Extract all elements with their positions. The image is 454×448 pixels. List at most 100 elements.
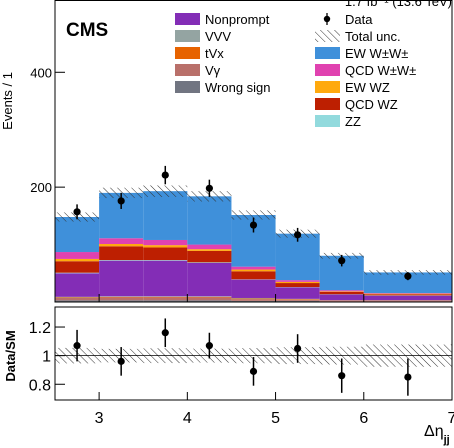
stack-segment xyxy=(275,300,320,302)
legend-swatch xyxy=(175,81,200,93)
stack-segment xyxy=(275,299,320,301)
stack-segment xyxy=(363,300,452,302)
stack-segment xyxy=(55,217,100,253)
ratio-y-label: Data/SM xyxy=(3,330,18,381)
stack-segment xyxy=(319,294,364,301)
legend-label: EW W±W± xyxy=(345,46,408,61)
main-frame xyxy=(54,0,453,303)
stack-segment xyxy=(231,300,276,302)
stack-segment xyxy=(231,271,276,280)
stack-segment xyxy=(187,262,232,297)
data-point xyxy=(117,197,125,205)
stack-segment xyxy=(99,300,144,302)
x-tick-label: 3 xyxy=(95,410,104,427)
stack-segment xyxy=(319,291,364,292)
legend-label: Data xyxy=(345,12,373,27)
ratio-frame xyxy=(54,306,453,401)
experiment-label: CMS xyxy=(66,20,108,41)
stack-segment xyxy=(143,260,188,297)
ratio-point xyxy=(205,342,213,350)
x-tick-label: 6 xyxy=(359,410,368,427)
y-axis-label: Events / 1 xyxy=(0,72,15,130)
stack-segment xyxy=(99,238,144,244)
stack-segment xyxy=(143,260,188,261)
stack-segment xyxy=(55,273,100,297)
stack-segment xyxy=(99,297,144,301)
ratio-point xyxy=(117,357,125,365)
stack-segment xyxy=(231,298,276,300)
stack-segment xyxy=(143,245,188,248)
uncertainty-band xyxy=(231,210,276,220)
stack-segment xyxy=(363,272,452,294)
stack-segment xyxy=(55,252,100,259)
x-tick-label: 7 xyxy=(448,410,454,427)
legend-unc-swatch xyxy=(315,30,340,42)
stack-segment xyxy=(55,297,100,298)
legend-swatch xyxy=(175,13,200,25)
ratio-point xyxy=(161,329,169,337)
stack-segment xyxy=(143,239,188,246)
legend-label: Total unc. xyxy=(345,29,401,44)
legend-label: QCD W±W± xyxy=(345,63,416,78)
stack-segment xyxy=(187,296,232,298)
legend-swatch xyxy=(315,81,340,93)
stack-segment xyxy=(55,296,100,298)
legend-swatch xyxy=(315,98,340,110)
data-point xyxy=(205,184,213,192)
stack-segment xyxy=(319,290,364,292)
stack-segment xyxy=(363,295,452,301)
stack-segment xyxy=(319,300,364,302)
stack-segment xyxy=(99,243,144,247)
stack-segment xyxy=(55,297,100,301)
stack-segment xyxy=(275,280,320,282)
ratio-y-tick-label: 0.8 xyxy=(29,377,51,394)
data-point xyxy=(249,221,258,229)
legend-label: ZZ xyxy=(345,114,361,129)
data-point xyxy=(404,272,412,280)
stack-segment xyxy=(231,266,276,270)
stack-segment xyxy=(231,297,276,299)
stack-segment xyxy=(319,291,364,295)
stack-segment xyxy=(187,296,232,297)
stack-segment xyxy=(99,296,144,297)
uncertainty-band xyxy=(143,185,188,197)
stack-segment xyxy=(187,250,232,263)
ratio-point xyxy=(249,367,258,375)
stack-segment xyxy=(231,299,276,301)
stack-segment xyxy=(187,297,232,301)
stack-segment xyxy=(55,258,100,262)
stack-segment xyxy=(143,296,188,298)
data-point xyxy=(73,208,81,216)
stack-segment xyxy=(363,293,452,295)
ratio-point xyxy=(338,372,346,380)
legend-label: QCD WZ xyxy=(345,97,398,112)
data-point xyxy=(294,231,302,239)
data-point xyxy=(161,171,169,179)
legend-swatch xyxy=(175,30,200,42)
legend-swatch xyxy=(315,64,340,76)
stack-segment xyxy=(99,246,144,261)
legend-label: EW WZ xyxy=(345,80,390,95)
stack-segment xyxy=(99,260,144,297)
legend-swatch xyxy=(315,47,340,59)
ratio-y-tick-label: 1 xyxy=(42,349,51,366)
lumi-label: 1.7 fb⁻¹ (13.6 TeV) xyxy=(345,0,452,9)
stack-segment xyxy=(275,299,320,300)
x-tick-label: 5 xyxy=(271,410,280,427)
stack-segment xyxy=(55,300,100,302)
stack-segment xyxy=(363,294,452,296)
ratio-y-tick-label: 1.2 xyxy=(29,320,51,337)
legend-label: VVV xyxy=(205,29,231,44)
stack-segment xyxy=(99,260,144,261)
stack-segment xyxy=(363,293,452,294)
ratio-point xyxy=(404,373,412,381)
x-tick-label: 4 xyxy=(183,410,192,427)
stack-segment xyxy=(143,191,188,240)
legend-swatch xyxy=(175,64,200,76)
x-axis-label-main: Δη xyxy=(424,423,444,440)
stack-segment xyxy=(143,247,188,261)
ratio-point xyxy=(73,342,81,350)
stack-segment xyxy=(187,196,232,245)
data-point xyxy=(338,257,346,265)
